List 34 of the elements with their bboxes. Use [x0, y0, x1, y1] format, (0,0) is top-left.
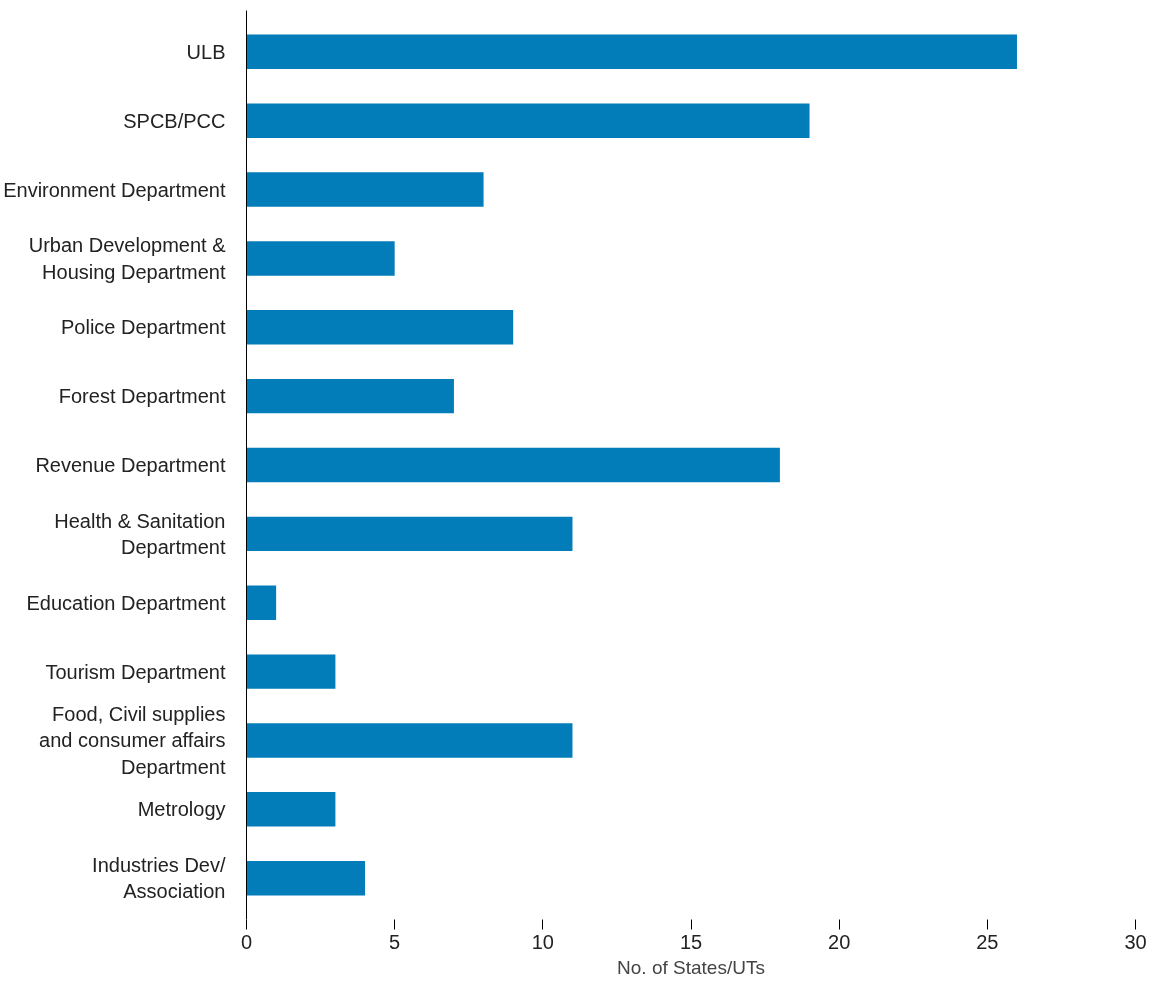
y-tick-label: SPCB/PCC: [123, 109, 226, 132]
bar: [246, 447, 780, 483]
bar: [246, 723, 573, 758]
y-tick-label: Education Department: [26, 591, 226, 614]
x-axis-title: No. of States/UTs: [617, 956, 765, 978]
y-tick-label: Forest Department: [58, 385, 226, 408]
x-tick-label: 5: [389, 930, 401, 953]
y-tick-label: Food, Civil supplies and consumer affairs Department: [39, 703, 226, 778]
y-tick-label: Urban Development & Housing Department: [28, 234, 227, 283]
bar: [246, 378, 454, 414]
y-tick-label: Tourism Department: [45, 660, 226, 683]
x-tick-label: 20: [828, 930, 851, 953]
y-tick-label: Environment Department: [3, 178, 226, 201]
y-tick-label: Metrology: [137, 798, 226, 821]
x-tick-label: 25: [976, 930, 999, 953]
y-tick-label: Police Department: [60, 316, 226, 339]
bar: [246, 172, 484, 207]
bar: [246, 792, 336, 827]
bar: [246, 516, 573, 552]
bar: [246, 103, 810, 138]
bar: [246, 241, 395, 276]
y-tick-label: Health & Sanitation Department: [54, 509, 226, 559]
x-tick-label: 0: [240, 930, 253, 953]
x-tick-label: 30: [1124, 930, 1147, 953]
y-tick-label: Revenue Department: [35, 454, 226, 476]
bar: [246, 585, 277, 620]
y-tick-label: ULB: [186, 40, 226, 63]
bar: [246, 34, 1017, 70]
x-tick-label: 10: [531, 930, 554, 953]
bar: [246, 310, 514, 345]
bar: [246, 860, 366, 896]
x-tick-label: 15: [679, 930, 703, 953]
y-tick-label: Industries Dev/ Association: [92, 853, 226, 903]
bar: [246, 654, 336, 689]
